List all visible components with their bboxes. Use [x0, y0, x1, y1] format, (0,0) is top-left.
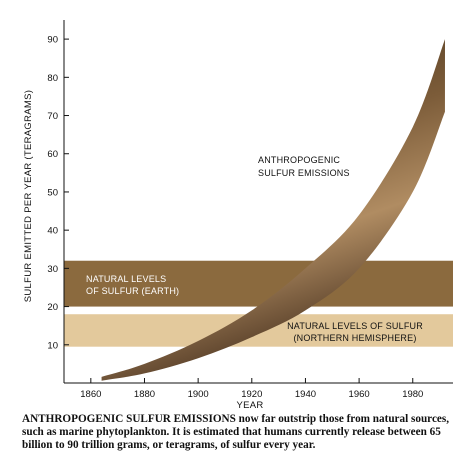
- x-tick-label-1940: 1940: [295, 389, 316, 400]
- figure-caption: ANTHROPOGENIC SULFUR EMISSIONS now far o…: [22, 413, 458, 452]
- x-tick-label-1920: 1920: [241, 389, 262, 400]
- axes: 10 20 30 40 50 60 70 80 90 1860 1880 1900 1920 1940 19…: [47, 20, 453, 400]
- caption-text: now far outstrip those from natural sour…: [22, 413, 450, 451]
- band-label-natural-earth-1: OF SULFUR (EARTH): [86, 286, 179, 296]
- y-tick-label-30: 30: [47, 264, 58, 275]
- series-label-1: SULFUR EMISSIONS: [258, 168, 350, 178]
- series-label-0: ANTHROPOGENIC: [258, 155, 340, 165]
- band-label-natural-northern-1: (NORTHERN HEMISPHERE): [293, 333, 416, 343]
- y-tick-label-90: 90: [47, 35, 58, 46]
- emission-ribbon-0: [101, 39, 445, 381]
- y-tick-label-80: 80: [47, 73, 58, 84]
- x-tick-label-1900: 1900: [188, 389, 209, 400]
- x-axis-title: YEAR: [236, 400, 263, 410]
- y-tick-label-20: 20: [47, 302, 58, 313]
- caption-lead: ANTHROPOGENIC SULFUR EMISSIONS: [22, 413, 236, 425]
- y-axis-title: SULFUR EMITTED PER YEAR (TERAGRAMS): [23, 90, 34, 303]
- y-tick-label-70: 70: [47, 111, 58, 122]
- x-tick-label-1980: 1980: [402, 389, 423, 400]
- y-tick-label-50: 50: [47, 187, 58, 198]
- y-tick-label-10: 10: [47, 340, 58, 351]
- band-natural-earth: [64, 260, 453, 307]
- x-tick-label-1860: 1860: [80, 389, 101, 400]
- x-tick-label-1880: 1880: [134, 389, 155, 400]
- x-tick-label-1960: 1960: [349, 389, 370, 400]
- band-label-natural-northern-0: NATURAL LEVELS OF SULFUR: [287, 321, 423, 331]
- y-tick-label-60: 60: [47, 149, 58, 160]
- emission-series: ANTHROPOGENIC SULFUR EMISSIONS: [101, 39, 445, 381]
- sulfur-emissions-chart: NATURAL LEVELS OF SULFUR (EARTH) NATURAL L…: [23, 20, 453, 410]
- band-label-natural-earth-0: NATURAL LEVELS: [86, 274, 166, 284]
- y-tick-label-40: 40: [47, 226, 58, 237]
